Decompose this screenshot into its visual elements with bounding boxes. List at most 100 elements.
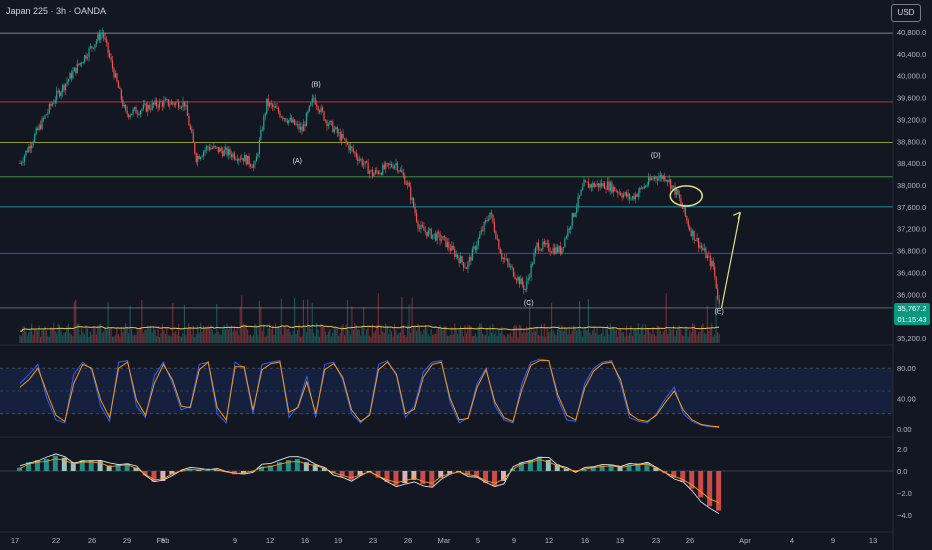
candle xyxy=(612,186,614,193)
candle xyxy=(437,232,440,234)
candle xyxy=(458,258,460,264)
volume-bar xyxy=(640,326,642,343)
candle xyxy=(151,102,153,110)
candle xyxy=(164,99,167,101)
candle xyxy=(430,228,432,239)
candle xyxy=(514,276,516,279)
macd-histogram-bar xyxy=(169,471,175,475)
candle xyxy=(408,182,410,187)
price-pane[interactable]: (A) (B) (C) (D) (E) xyxy=(0,27,893,343)
candle xyxy=(86,57,89,59)
candle xyxy=(395,163,397,166)
candle xyxy=(464,267,466,269)
volume-bar xyxy=(452,334,454,343)
volume-bar xyxy=(617,336,619,343)
candle xyxy=(110,57,112,61)
candle xyxy=(546,242,548,244)
volume-bar xyxy=(671,330,673,343)
volume-bar xyxy=(514,325,516,343)
volume-bar xyxy=(119,336,121,343)
candle xyxy=(56,90,58,100)
stochastic-pane[interactable] xyxy=(0,358,893,428)
candle xyxy=(486,219,488,221)
volume-bar xyxy=(167,335,169,343)
candle xyxy=(363,164,365,166)
volume-bar xyxy=(392,336,394,343)
volume-bar xyxy=(398,333,400,343)
volume-bar xyxy=(680,329,682,343)
volume-bar xyxy=(404,334,406,343)
volume-bar xyxy=(126,326,128,343)
volume-bar xyxy=(50,326,52,343)
volume-bar xyxy=(661,334,663,343)
candle xyxy=(261,129,263,131)
volume-bar xyxy=(659,330,661,343)
volume-bar xyxy=(194,336,196,343)
candle xyxy=(225,147,227,150)
candle xyxy=(205,146,208,150)
candle xyxy=(48,104,50,113)
volume-bar xyxy=(264,336,266,343)
candle xyxy=(603,183,606,189)
volume-bar xyxy=(22,326,24,343)
macd-histogram-bar xyxy=(25,462,31,471)
volume-bar xyxy=(471,336,473,343)
price-axis-label: 37,200.0 xyxy=(897,225,926,234)
volume-bar xyxy=(639,333,641,343)
volume-bar xyxy=(122,332,124,343)
candle xyxy=(529,277,531,279)
volume-bar xyxy=(492,323,494,343)
candle xyxy=(418,227,421,229)
volume-bar xyxy=(360,335,362,343)
macd-histogram-bar xyxy=(689,471,695,489)
candle xyxy=(520,278,522,285)
volume-bar xyxy=(634,329,636,343)
volume-bar xyxy=(507,333,509,343)
candle xyxy=(439,233,441,241)
volume-bar xyxy=(277,325,279,343)
volume-bar xyxy=(717,332,719,343)
volume-bar xyxy=(341,326,343,343)
candle xyxy=(32,141,34,146)
volume-bar xyxy=(593,326,595,343)
volume-bar xyxy=(352,329,354,343)
macd-histogram-bar xyxy=(384,471,390,482)
macd-pane[interactable] xyxy=(0,453,893,514)
candle xyxy=(659,174,661,178)
volume-bar xyxy=(443,326,445,343)
volume-bar xyxy=(97,325,99,343)
volume-bar xyxy=(714,334,716,343)
candle xyxy=(389,164,391,165)
candle xyxy=(69,73,71,80)
candle xyxy=(175,102,177,105)
volume-bar xyxy=(296,329,299,343)
stoch-axis-label: 80.00 xyxy=(897,364,916,373)
volume-bar xyxy=(272,325,274,343)
candle xyxy=(699,245,701,248)
candle xyxy=(84,55,86,63)
wave-label: (C) xyxy=(524,300,534,307)
candle xyxy=(618,192,620,194)
volume-bar xyxy=(517,336,519,343)
currency-button[interactable]: USD xyxy=(891,4,921,22)
time-axis-label: 5 xyxy=(161,536,165,545)
volume-bar xyxy=(508,334,510,343)
volume-bar xyxy=(401,296,403,343)
volume-bar xyxy=(445,325,447,343)
volume-bar xyxy=(675,329,678,343)
candle xyxy=(386,163,388,164)
candle xyxy=(648,177,650,185)
candle xyxy=(44,115,46,119)
volume-bar xyxy=(37,330,39,343)
volume-bar xyxy=(645,324,647,343)
volume-bar xyxy=(75,299,77,343)
volume-bar xyxy=(715,295,717,343)
candle xyxy=(114,73,117,78)
candle xyxy=(267,98,269,106)
candle xyxy=(239,158,241,160)
volume-bar xyxy=(565,327,567,343)
macd-histogram-bar xyxy=(79,460,85,471)
volume-bar xyxy=(587,299,589,343)
candle xyxy=(496,238,498,240)
